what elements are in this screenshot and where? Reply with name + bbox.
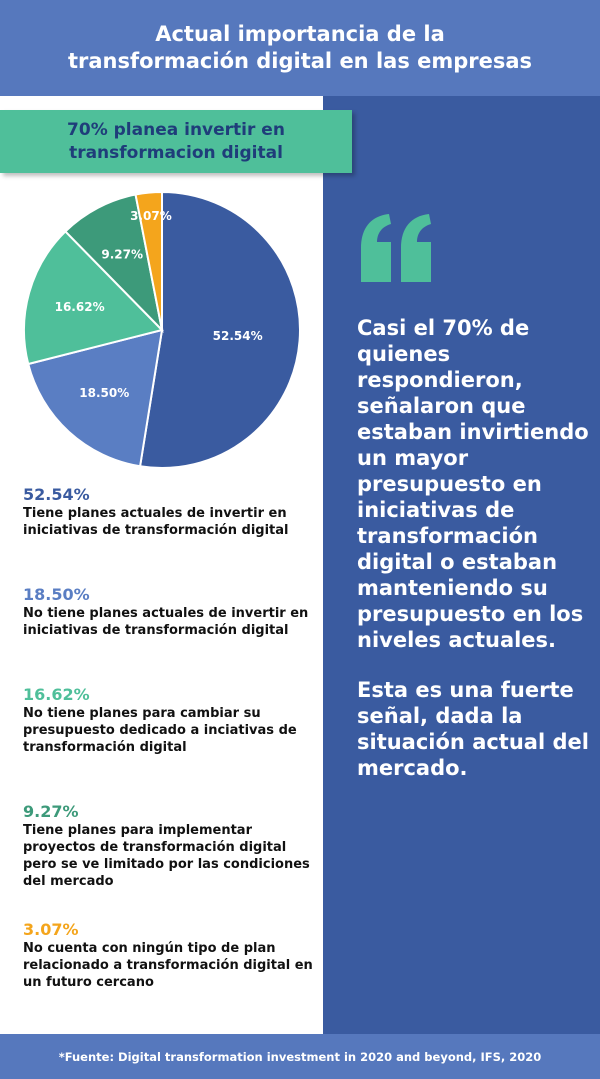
title-line-1: Actual importancia de la	[155, 22, 445, 46]
pie-slice	[138, 190, 301, 469]
footer: *Fuente: Digital transformation investme…	[0, 1034, 600, 1079]
pie-slice-label: 52.54%	[213, 329, 263, 343]
pie-slice	[134, 190, 163, 331]
pie-slice-label: 3.07%	[130, 209, 172, 223]
quote-paragraph-2: Esta es una fuerte señal, dada la situac…	[357, 678, 589, 780]
pie-slice-label: 9.27%	[101, 247, 143, 261]
source-note: *Fuente: Digital transformation investme…	[58, 1049, 542, 1064]
legend-item: 9.27% Tiene planes para implementar proy…	[23, 802, 318, 890]
highlight-banner: 70% planea invertir en transformacion di…	[0, 110, 352, 173]
pie-slice-label: 16.62%	[55, 300, 105, 314]
quote-text: Casi el 70% de quienes respondieron, señ…	[357, 315, 592, 805]
banner-line-2: transformacion digital	[69, 142, 283, 163]
legend-item: 3.07% No cuenta con ningún tipo de plan …	[23, 920, 318, 991]
legend-percent: 52.54%	[23, 485, 90, 504]
banner-line-1: 70% planea invertir en	[67, 119, 285, 140]
legend-description: No cuenta con ningún tipo de plan relaci…	[23, 941, 313, 990]
header: Actual importancia de la transformación …	[0, 0, 600, 96]
legend-item: 18.50% No tiene planes actuales de inver…	[23, 585, 318, 639]
legend-description: Tiene planes actuales de invertir en ini…	[23, 506, 289, 538]
quote-icon	[361, 214, 431, 282]
pie-slice-label: 18.50%	[79, 386, 129, 400]
legend-item: 52.54% Tiene planes actuales de invertir…	[23, 485, 318, 539]
legend-percent: 16.62%	[23, 685, 90, 704]
pie-chart: 52.54% 18.50% 16.62% 9.27% 3.07%	[23, 190, 301, 469]
pie-slice	[23, 230, 164, 366]
legend-description: No tiene planes actuales de invertir en …	[23, 606, 309, 638]
legend-description: No tiene planes para cambiar su presupue…	[23, 706, 297, 755]
title-line-2: transformación digital en las empresas	[67, 49, 533, 73]
legend-percent: 3.07%	[23, 920, 79, 939]
legend-percent: 18.50%	[23, 585, 90, 604]
pie-slice	[27, 328, 164, 468]
legend-description: Tiene planes para implementar proyectos …	[23, 823, 310, 889]
legend-percent: 9.27%	[23, 802, 79, 821]
quote-paragraph-1: Casi el 70% de quienes respondieron, señ…	[357, 316, 589, 652]
pie-slice	[63, 193, 164, 334]
legend-item: 16.62% No tiene planes para cambiar su p…	[23, 685, 318, 756]
